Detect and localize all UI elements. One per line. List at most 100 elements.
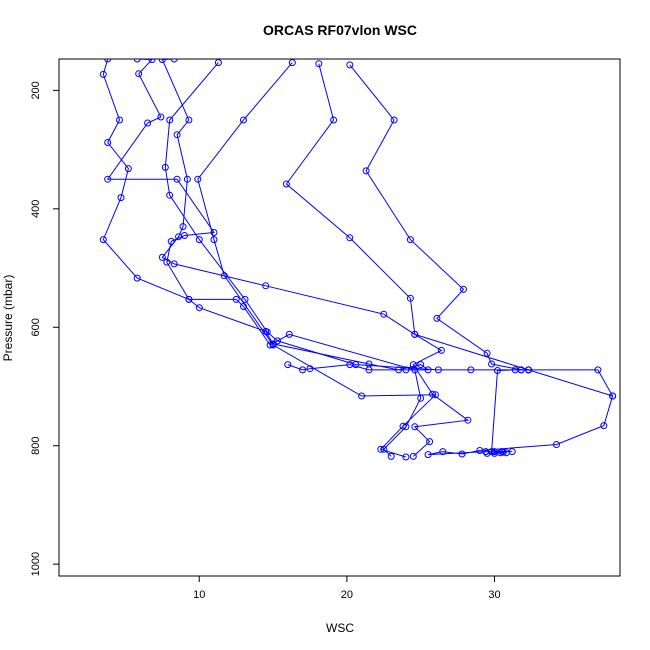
data-point [406, 294, 414, 302]
data-point [288, 59, 296, 67]
data-point [185, 116, 193, 124]
data-point [377, 445, 385, 453]
data-point [390, 116, 398, 124]
data-point [460, 285, 467, 293]
data-point [352, 361, 360, 369]
data-point [399, 422, 407, 430]
data-point [214, 59, 222, 67]
data-point [175, 233, 183, 241]
data-point [269, 341, 277, 349]
data-point [525, 366, 532, 374]
data-point [411, 423, 419, 431]
series-line [161, 59, 470, 457]
data-point [163, 258, 171, 266]
data-point [135, 70, 143, 78]
data-point [241, 295, 249, 303]
data-point [232, 295, 240, 303]
data-point [285, 330, 293, 338]
data-point [183, 175, 191, 183]
data-point [402, 453, 410, 461]
data-point [380, 310, 388, 318]
data-point [417, 361, 425, 369]
data-point [99, 70, 107, 78]
data-point [170, 59, 178, 63]
data-point [600, 422, 608, 430]
data-point [315, 60, 323, 68]
data-point [195, 236, 203, 244]
y-axis: 200 400 600 800 1000 [30, 81, 59, 576]
data-point [330, 116, 338, 124]
y-axis-label: Pressure (mbar) [1, 275, 15, 362]
data-point [166, 116, 174, 124]
series-line [349, 64, 613, 397]
data-point [133, 59, 141, 63]
data-point [173, 131, 181, 139]
data-point [173, 175, 181, 183]
data-point [432, 391, 439, 399]
data-point [387, 452, 395, 460]
data-point [362, 167, 370, 175]
data-point [358, 392, 366, 400]
series-layer [99, 59, 617, 461]
series-3 [158, 59, 472, 460]
series-line [102, 59, 430, 371]
data-point [494, 367, 501, 374]
data-point [609, 392, 617, 400]
series-6 [282, 60, 532, 457]
data-point [167, 237, 175, 245]
x-tick-label: 20 [341, 589, 353, 601]
data-point [409, 361, 417, 369]
data-point [262, 282, 270, 290]
data-point [553, 441, 560, 448]
data-point [158, 253, 166, 261]
series-line [197, 62, 437, 458]
data-point [483, 349, 491, 357]
data-point [240, 116, 247, 124]
data-point [424, 451, 432, 459]
data-point [282, 180, 290, 188]
data-point [365, 366, 373, 374]
data-point [158, 59, 166, 64]
chart-title: ORCAS RF07vlon WSC [263, 22, 417, 38]
data-point [133, 274, 141, 282]
data-point [409, 452, 417, 460]
series-2 [104, 59, 425, 460]
data-point [467, 366, 475, 374]
x-tick-label: 30 [488, 589, 500, 601]
data-point [434, 366, 442, 374]
data-point [210, 236, 218, 244]
data-point [170, 260, 178, 268]
data-point [124, 165, 132, 173]
data-point [491, 449, 498, 457]
y-tick-label: 1000 [30, 552, 42, 576]
series-7 [346, 61, 617, 400]
data-point [411, 330, 419, 338]
data-point [426, 438, 434, 446]
data-point [220, 272, 228, 280]
data-point [499, 448, 507, 456]
data-point [437, 346, 445, 354]
data-point [179, 223, 187, 231]
series-5 [194, 59, 439, 461]
data-point [464, 416, 472, 424]
y-tick-label: 600 [30, 318, 42, 336]
data-point [433, 314, 441, 322]
series-line [106, 59, 422, 457]
y-tick-label: 200 [30, 81, 42, 99]
data-point [144, 119, 152, 127]
data-point [406, 236, 414, 244]
data-point [346, 61, 354, 69]
series-4 [161, 59, 617, 459]
plot-area-frame [58, 58, 621, 577]
data-point [594, 366, 602, 374]
data-point [157, 113, 165, 121]
data-point [161, 163, 169, 171]
y-tick-label: 800 [30, 437, 42, 455]
data-point [195, 304, 203, 312]
data-point [166, 191, 174, 199]
data-point [299, 366, 307, 374]
data-point [104, 59, 112, 63]
data-point [439, 448, 447, 456]
data-point [517, 366, 525, 374]
